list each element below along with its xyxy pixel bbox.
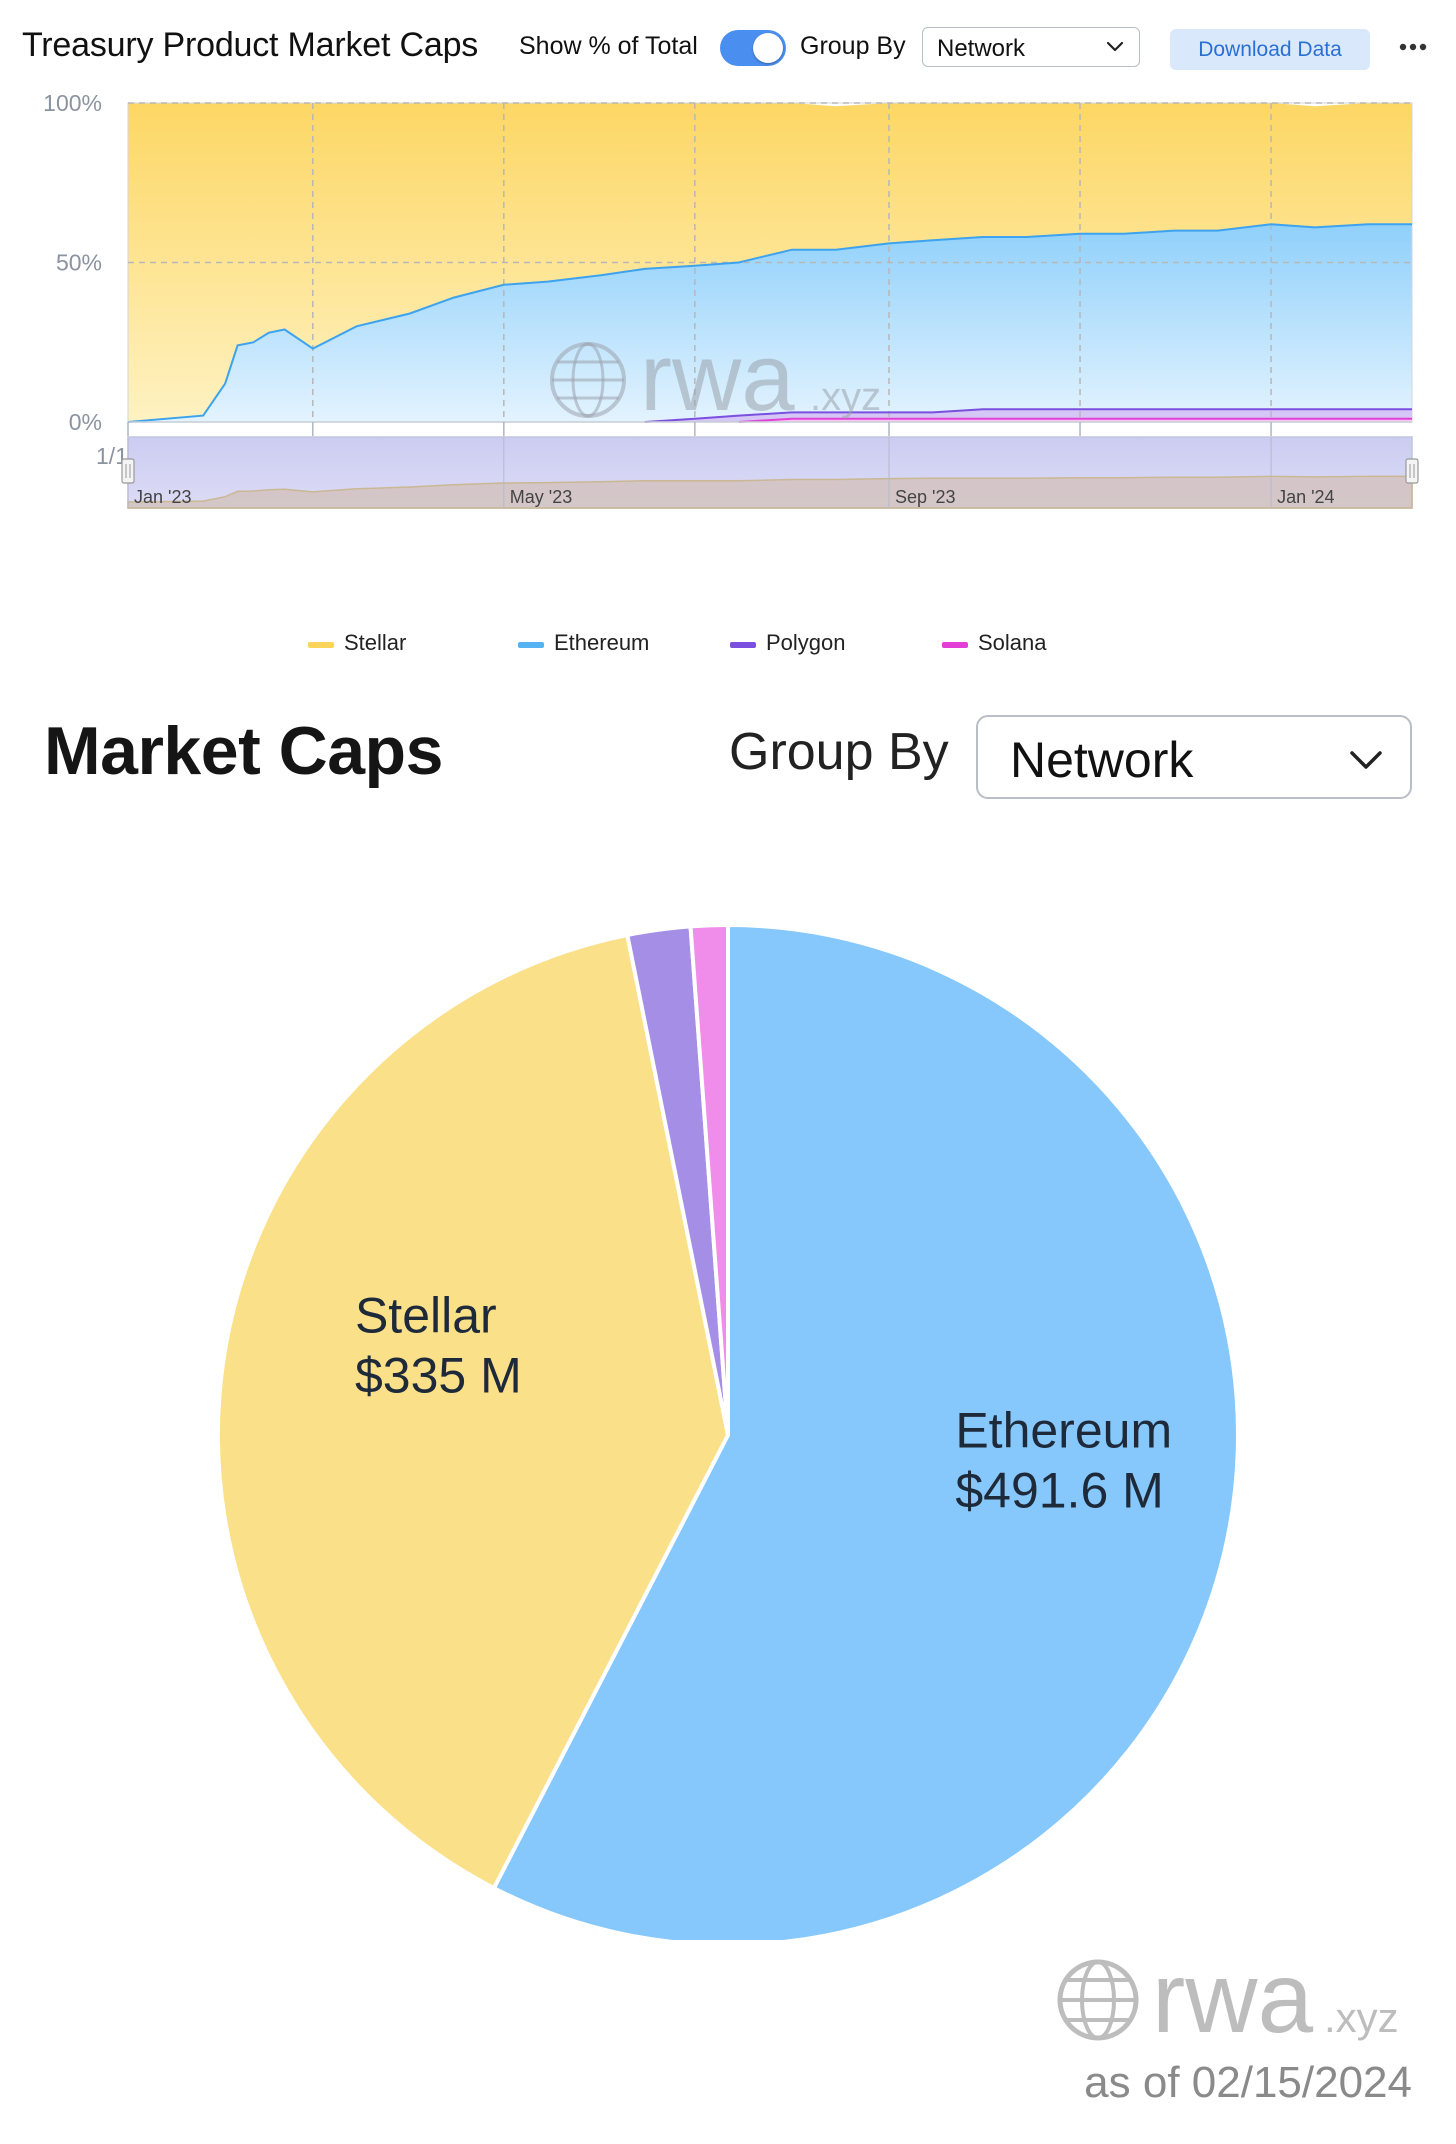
navigator-label: Jan '23 (134, 487, 191, 507)
area-ethereum (128, 224, 1412, 422)
pie-slice-ethereum[interactable] (491, 923, 1240, 1940)
show-pct-toggle[interactable] (720, 30, 786, 66)
watermark-brand: rwa (640, 324, 795, 431)
chevron-down-icon (1350, 751, 1382, 769)
market-caps-title: Market Caps (44, 713, 443, 789)
area-stellar (128, 103, 1412, 422)
pie-labels: Ethereum$491.6 M Stellar$335 M (355, 1288, 1172, 1519)
market-caps-group-by-select[interactable]: Network (976, 715, 1412, 799)
navigator-label: May '23 (510, 487, 572, 507)
navigator-handle-right[interactable] (1405, 458, 1419, 484)
line-solana (738, 417, 1412, 423)
legend-label-stellar: Stellar (344, 630, 407, 655)
navigator-series (127, 475, 1413, 509)
pie-slices (215, 923, 1240, 1940)
navigator-handle-left[interactable] (121, 458, 135, 484)
y-tick-label: 100% (43, 90, 102, 116)
navigator-label: Sep '23 (895, 487, 956, 507)
legend-label-polygon: Polygon (766, 630, 846, 655)
group-by-select[interactable]: Network (922, 27, 1140, 67)
watermark-suffix: .xyz (810, 375, 881, 419)
as-of-date: as of 02/15/2024 (1084, 2058, 1412, 2107)
y-tick-label: 50% (56, 250, 102, 276)
range-navigator[interactable]: Jan '23 May '23 Sep '23 Jan '24 (121, 436, 1419, 509)
legend-label-solana: Solana (978, 630, 1047, 655)
pie-chart: Ethereum$491.6 M Stellar$335 M (215, 923, 1240, 1940)
pie-slice-solana[interactable] (688, 923, 730, 1437)
watermark-logo: rwa .xyz (550, 324, 881, 431)
area-chart: rwa .xyz 1/1/233/1/235/1/237/1/239/1/231… (43, 90, 1419, 509)
watermark-bottom-suffix: .xyz (1324, 1994, 1399, 2041)
y-tick-label: 0% (69, 409, 102, 435)
line-ethereum (127, 223, 1412, 423)
pie-label-value-ethereum: $491.6 M (955, 1462, 1163, 1518)
pie-slice-stellar[interactable] (215, 933, 730, 1891)
navigator-label: Jan '24 (1277, 487, 1334, 507)
watermark-bottom-brand: rwa (1152, 1952, 1314, 2048)
legend-swatch-polygon (730, 642, 756, 648)
download-data-button[interactable]: Download Data (1170, 29, 1370, 70)
pie-label-name-stellar: Stellar (355, 1288, 497, 1344)
legend-swatch-stellar (308, 642, 334, 648)
watermark-logo-bottom: rwa .xyz (1057, 1952, 1399, 2048)
chart-toolbar: Treasury Product Market Caps Show % of T… (0, 0, 1456, 100)
chart-title: Treasury Product Market Caps (22, 26, 479, 64)
group-by-value: Network (937, 35, 1026, 62)
market-caps-group-by-value: Network (1010, 732, 1194, 788)
toggle-knob (753, 33, 783, 63)
show-pct-label: Show % of Total (519, 32, 698, 60)
legend-swatch-ethereum (518, 642, 544, 648)
pie-label-name-ethereum: Ethereum (955, 1402, 1172, 1458)
group-by-label: Group By (800, 32, 906, 60)
line-polygon (644, 408, 1412, 423)
area-lines (127, 223, 1412, 423)
legend-label-ethereum: Ethereum (554, 630, 650, 655)
pie-label-value-stellar: $335 M (355, 1348, 522, 1404)
more-horizontal-icon[interactable] (1396, 32, 1430, 62)
legend-swatch-solana (942, 642, 968, 648)
market-caps-group-by-label: Group By (729, 723, 949, 781)
chart-legend: Stellar Ethereum Polygon Solana (0, 624, 1456, 664)
chevron-down-icon (1106, 41, 1124, 52)
